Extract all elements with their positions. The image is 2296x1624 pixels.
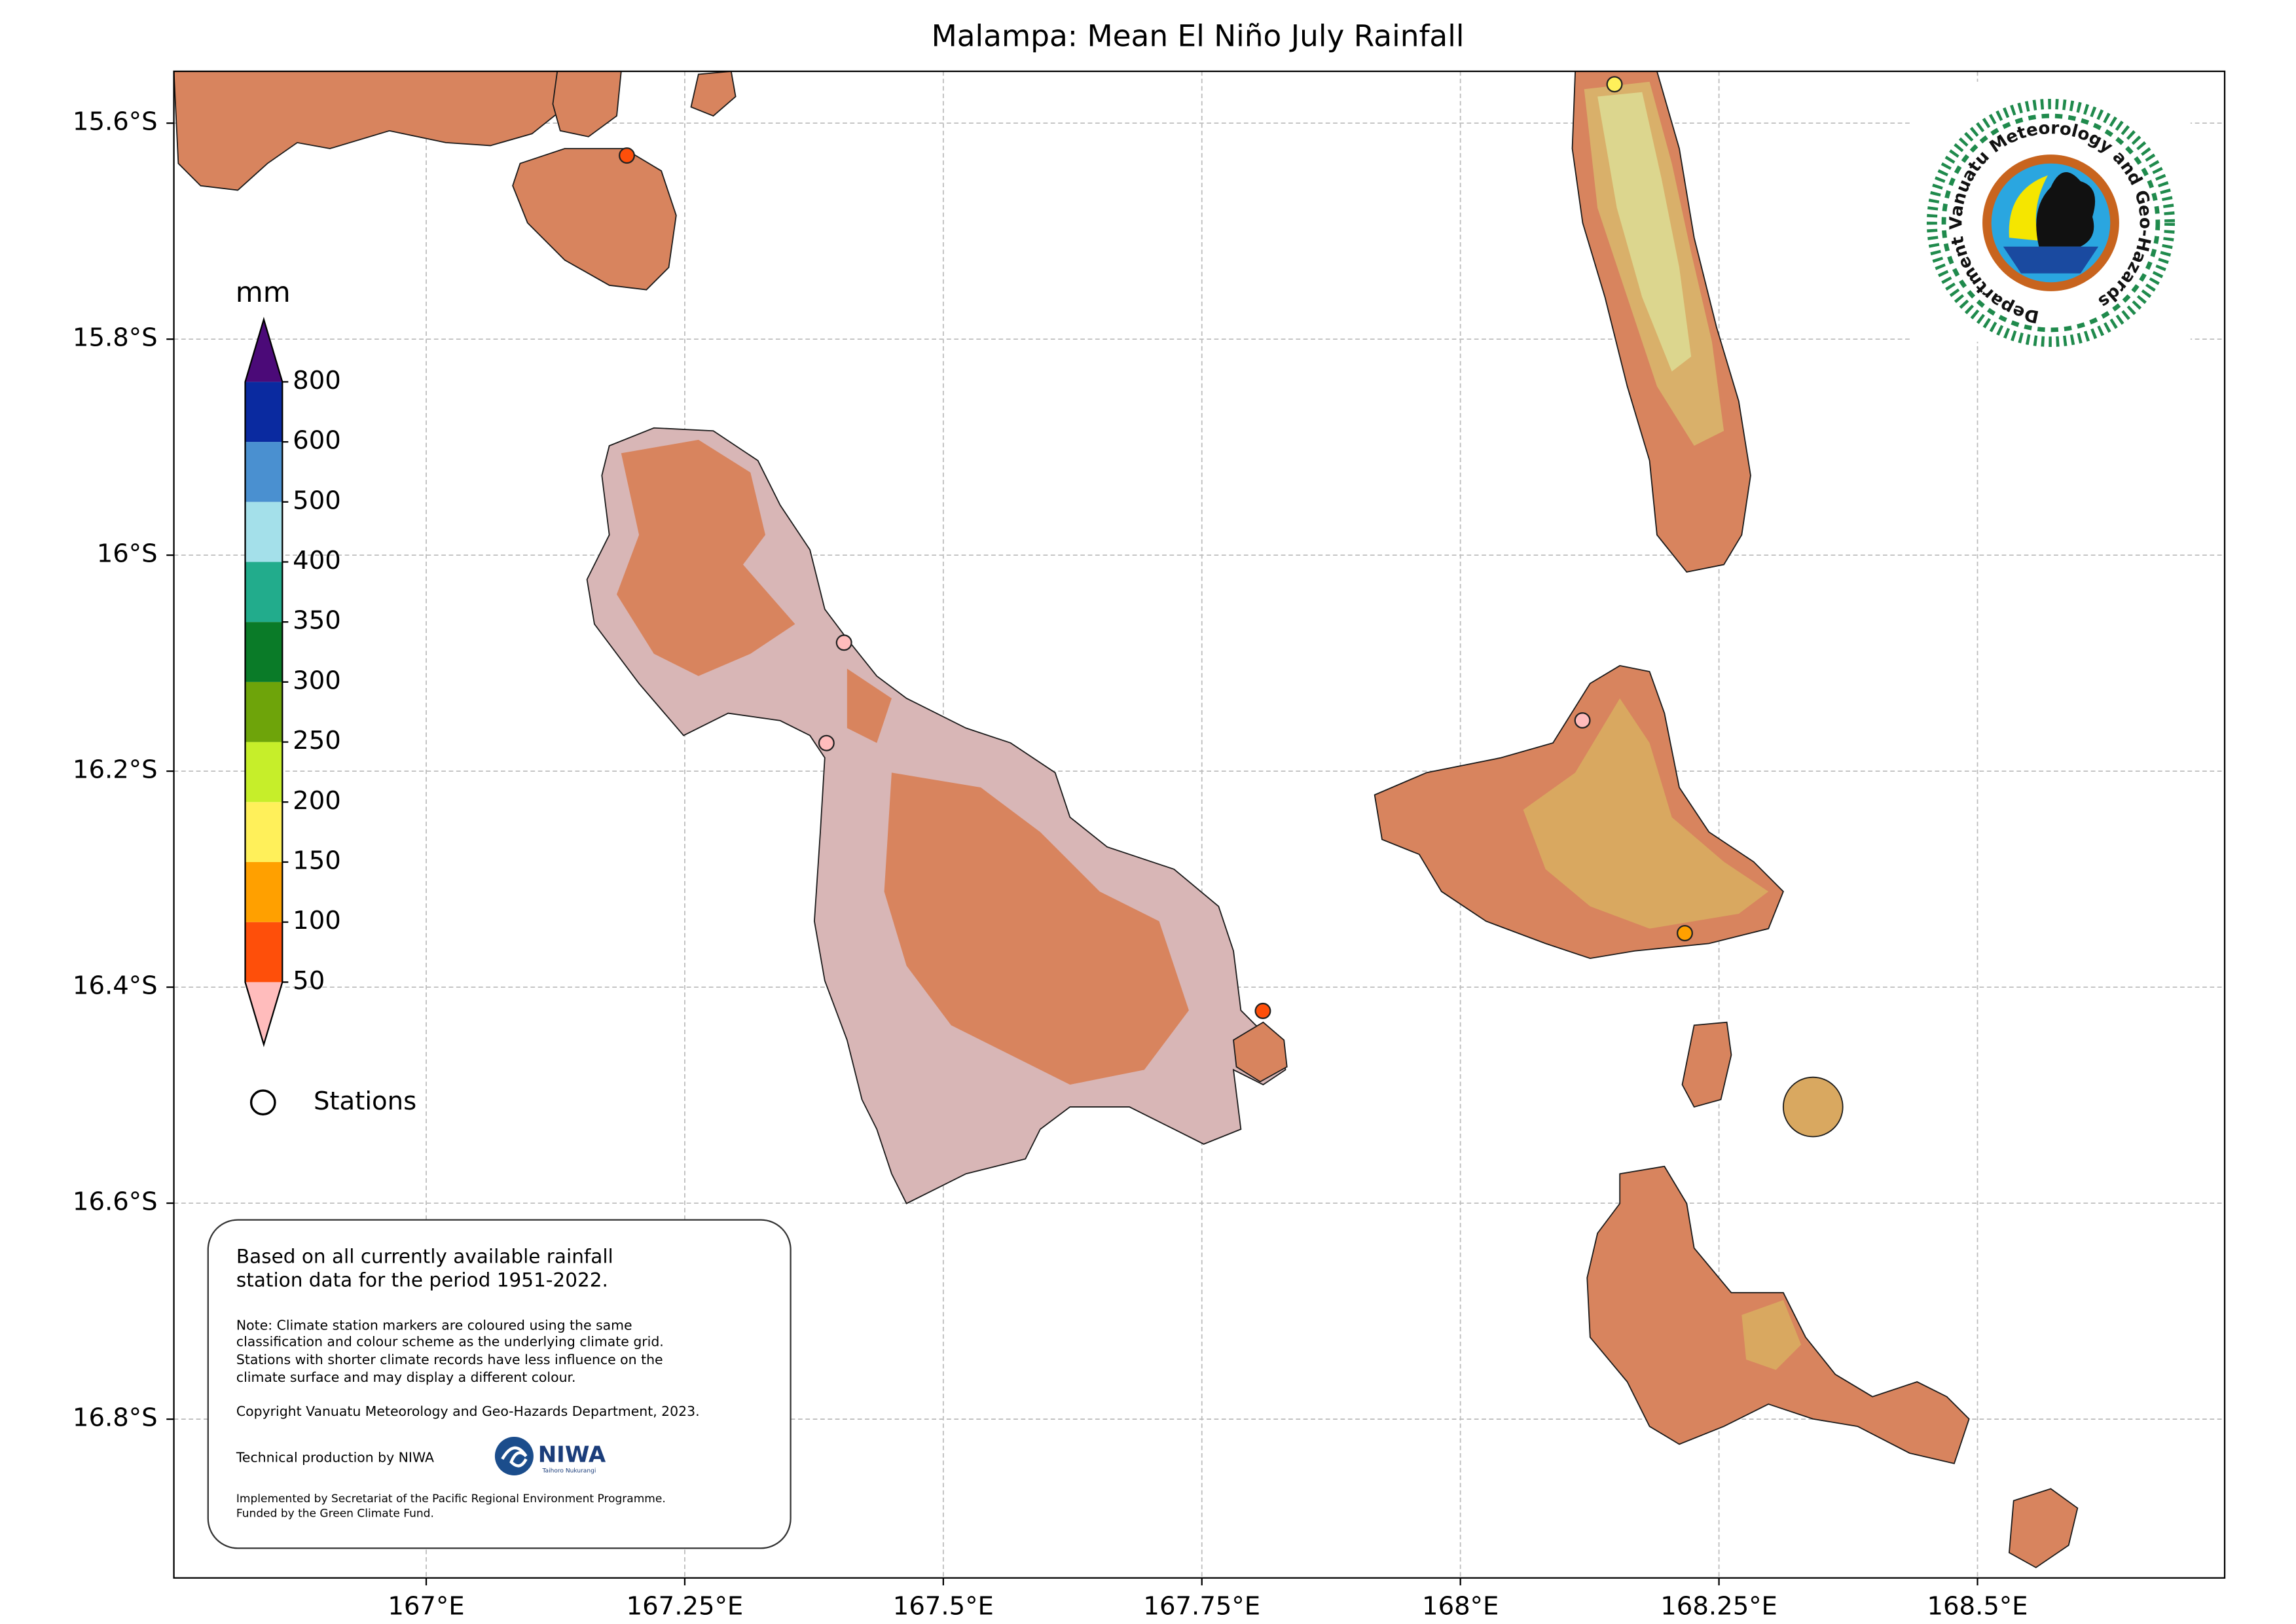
colorbar-segment xyxy=(245,442,283,502)
colorbar-tick-label: 50 xyxy=(293,966,325,996)
x-tick-label: 167.25°E xyxy=(627,1592,744,1621)
colorbar-segment xyxy=(245,802,283,862)
info-note: Note: Climate station markers are colour… xyxy=(236,1318,632,1333)
island xyxy=(2008,1488,2079,1568)
niwa-name: NIWA xyxy=(538,1442,606,1468)
y-tick-label: 16°S xyxy=(97,539,158,569)
y-tick-label: 15.6°S xyxy=(73,107,158,137)
x-tick-label: 168.5°E xyxy=(1927,1592,2028,1621)
logo-cloud xyxy=(2036,172,2096,247)
colorbar-tick-label: 400 xyxy=(293,546,341,575)
colorbar-segment xyxy=(245,501,283,562)
rain-zone xyxy=(1523,698,1769,929)
island xyxy=(173,71,577,191)
axis-ticks: 167°E 167.25°E 167.5°E 167.75°E 168°E 168.25°… xyxy=(73,107,2028,1621)
colorbar-tick-label: 350 xyxy=(293,606,341,636)
legend: Stations xyxy=(249,1087,416,1116)
rain-zone xyxy=(884,772,1189,1085)
islands xyxy=(173,71,2079,1568)
colorbar: mm 50 100 150 200 250 300 350 400 500 600 800 xyxy=(236,276,341,1047)
colorbar-tick-label: 800 xyxy=(293,366,341,395)
stations xyxy=(618,76,1693,1019)
station xyxy=(1574,712,1591,729)
logo-wreath xyxy=(1926,98,2176,348)
colorbar-segment xyxy=(245,922,283,983)
station xyxy=(835,634,852,651)
station xyxy=(618,147,635,164)
logo-wreath xyxy=(1941,113,2160,333)
logo-sea xyxy=(2003,246,2099,274)
y-tick-label: 16.6°S xyxy=(73,1187,158,1217)
station xyxy=(1676,925,1693,942)
y-tick-label: 16.4°S xyxy=(73,971,158,1001)
niwa-swirl xyxy=(501,1446,528,1468)
colorbar-tick-label: 150 xyxy=(293,846,341,875)
colorbar-segment xyxy=(245,562,283,623)
x-tick-label: 168°E xyxy=(1422,1592,1499,1621)
y-tick-label: 15.8°S xyxy=(73,323,158,353)
rain-zone xyxy=(1597,92,1692,372)
colorbar-tick-label: 200 xyxy=(293,786,341,816)
niwa-subtitle: Taihoro Nukurangi xyxy=(542,1468,596,1474)
island xyxy=(512,148,677,291)
map-frame xyxy=(173,70,2226,1579)
info-note: classification and colour scheme as the … xyxy=(236,1334,664,1350)
info-copyright: Copyright Vanuatu Meteorology and Geo-Ha… xyxy=(236,1403,700,1419)
colorbar-tick-label: 500 xyxy=(293,486,341,515)
rain-zone xyxy=(847,668,892,743)
colorbar-under xyxy=(245,982,283,1045)
island xyxy=(1233,1021,1288,1083)
colorbar-segment xyxy=(245,742,283,803)
colorbar-tick-label: 100 xyxy=(293,906,341,935)
station xyxy=(1606,76,1623,93)
colorbar-tick-label: 250 xyxy=(293,726,341,755)
info-funding: Funded by the Green Climate Fund. xyxy=(236,1507,434,1521)
colorbar-segment xyxy=(245,861,283,922)
info-box: Based on all currently available rainfal… xyxy=(207,1219,792,1549)
rain-zone xyxy=(617,439,795,676)
island-paama xyxy=(1681,1021,1732,1108)
colorbar-over xyxy=(245,319,283,382)
legend-label: Stations xyxy=(314,1087,416,1116)
island xyxy=(690,71,737,117)
colorbar-tick-label: 300 xyxy=(293,666,341,695)
map-title: Malampa: Mean El Niño July Rainfall xyxy=(932,18,1465,53)
info-funding: Implemented by Secretariat of the Pacifi… xyxy=(236,1492,666,1506)
x-tick-label: 167°E xyxy=(388,1592,464,1621)
colorbar-segment xyxy=(245,681,283,742)
station xyxy=(818,734,835,751)
island-lopevi xyxy=(1782,1076,1844,1138)
x-tick-label: 168.25°E xyxy=(1660,1592,1777,1621)
y-tick-label: 16.8°S xyxy=(73,1403,158,1433)
x-tick-label: 167.5°E xyxy=(893,1592,994,1621)
island xyxy=(552,71,622,137)
colorbar-label: mm xyxy=(236,276,291,309)
vmgd-logo: Department Vanuatu Meteorology and Geo-H… xyxy=(1911,81,2191,348)
colorbar-segment xyxy=(245,382,283,442)
info-summary: Based on all currently available rainfal… xyxy=(236,1245,613,1267)
info-box-frame xyxy=(207,1219,792,1549)
y-tick-label: 16.2°S xyxy=(73,755,158,785)
info-note: Stations with shorter climate records ha… xyxy=(236,1352,663,1367)
station xyxy=(1254,1002,1271,1019)
logo-sun xyxy=(2009,175,2048,241)
info-production: Technical production by NIWA xyxy=(236,1450,434,1466)
x-tick-label: 167.75°E xyxy=(1143,1592,1260,1621)
colorbar-tick-label: 600 xyxy=(293,426,341,456)
info-summary: station data for the period 1951-2022. xyxy=(236,1269,608,1291)
info-note: climate surface and may display a differ… xyxy=(236,1369,576,1385)
rain-zone xyxy=(1741,1300,1802,1370)
colorbar-segment xyxy=(245,622,283,682)
legend-marker xyxy=(249,1089,276,1116)
